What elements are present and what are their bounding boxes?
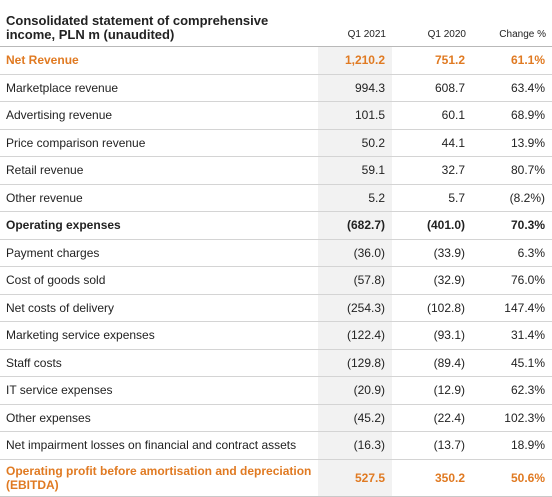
cell-q1-2021: 527.5 [318, 459, 392, 497]
cell-change: 6.3% [472, 239, 552, 267]
cell-change: 61.1% [472, 46, 552, 75]
row-label: Net Revenue [0, 46, 318, 75]
table-row: Marketplace revenue 994.3 608.7 63.4% [0, 74, 552, 102]
cell-q1-2020: (12.9) [392, 376, 472, 405]
cell-change: 62.3% [472, 376, 552, 405]
table-title: Consolidated statement of comprehensive … [0, 0, 318, 47]
row-label: Other expenses [0, 404, 318, 432]
table-row: Operating expenses (682.7) (401.0) 70.3% [0, 211, 552, 240]
row-label: Net costs of delivery [0, 294, 318, 322]
cell-q1-2020: 608.7 [392, 74, 472, 102]
cell-q1-2020: 751.2 [392, 46, 472, 75]
cell-change: 76.0% [472, 266, 552, 295]
cell-change: 70.3% [472, 211, 552, 240]
table-row: Net Revenue 1,210.2 751.2 61.1% [0, 46, 552, 75]
cell-q1-2021: (122.4) [318, 321, 392, 350]
row-label: Retail revenue [0, 156, 318, 185]
cell-change: 18.9% [472, 431, 552, 460]
cell-q1-2021: (20.9) [318, 376, 392, 405]
row-label: Net impairment losses on financial and c… [0, 431, 318, 460]
table-row: Operating profit before amortisation and… [0, 459, 552, 497]
cell-q1-2021: (254.3) [318, 294, 392, 322]
cell-change: 80.7% [472, 156, 552, 185]
table-row: Other expenses (45.2) (22.4) 102.3% [0, 404, 552, 432]
cell-q1-2021: 50.2 [318, 129, 392, 157]
table-row: Net costs of delivery (254.3) (102.8) 14… [0, 294, 552, 322]
cell-q1-2021: 5.2 [318, 184, 392, 212]
column-header-q1-2020: Q1 2020 [392, 0, 472, 47]
table-row: Staff costs (129.8) (89.4) 45.1% [0, 349, 552, 377]
row-label: Operating expenses [0, 211, 318, 240]
row-label: Staff costs [0, 349, 318, 377]
cell-q1-2021: 101.5 [318, 101, 392, 130]
row-label: Price comparison revenue [0, 129, 318, 157]
cell-change: 31.4% [472, 321, 552, 350]
table-row: Marketing service expenses (122.4) (93.1… [0, 321, 552, 350]
cell-q1-2020: (22.4) [392, 404, 472, 432]
cell-q1-2021: (36.0) [318, 239, 392, 267]
cell-change: 50.6% [472, 459, 552, 497]
table-row: Payment charges (36.0) (33.9) 6.3% [0, 239, 552, 267]
table-row: Other revenue 5.2 5.7 (8.2%) [0, 184, 552, 212]
cell-q1-2021: (16.3) [318, 431, 392, 460]
table-row: IT service expenses (20.9) (12.9) 62.3% [0, 376, 552, 405]
table-row: Net impairment losses on financial and c… [0, 431, 552, 460]
cell-q1-2021: 59.1 [318, 156, 392, 185]
row-label: Marketplace revenue [0, 74, 318, 102]
cell-q1-2020: (93.1) [392, 321, 472, 350]
cell-q1-2020: (401.0) [392, 211, 472, 240]
cell-change: 147.4% [472, 294, 552, 322]
row-label: Marketing service expenses [0, 321, 318, 350]
table-row: Price comparison revenue 50.2 44.1 13.9% [0, 129, 552, 157]
row-label: Cost of goods sold [0, 266, 318, 295]
cell-q1-2020: 32.7 [392, 156, 472, 185]
cell-change: 68.9% [472, 101, 552, 130]
cell-q1-2020: 350.2 [392, 459, 472, 497]
row-label: Advertising revenue [0, 101, 318, 130]
column-header-change: Change % [472, 0, 552, 47]
row-label: IT service expenses [0, 376, 318, 405]
cell-q1-2021: (45.2) [318, 404, 392, 432]
table-row: Advertising revenue 101.5 60.1 68.9% [0, 101, 552, 130]
cell-change: 63.4% [472, 74, 552, 102]
row-label: Other revenue [0, 184, 318, 212]
table-row: Retail revenue 59.1 32.7 80.7% [0, 156, 552, 185]
column-header-q1-2021: Q1 2021 [318, 0, 392, 47]
cell-q1-2021: 994.3 [318, 74, 392, 102]
cell-change: (8.2%) [472, 184, 552, 212]
cell-q1-2020: 60.1 [392, 101, 472, 130]
row-label: Payment charges [0, 239, 318, 267]
cell-q1-2020: (32.9) [392, 266, 472, 295]
cell-q1-2020: (13.7) [392, 431, 472, 460]
cell-q1-2021: (682.7) [318, 211, 392, 240]
row-label: Operating profit before amortisation and… [0, 459, 318, 497]
cell-q1-2021: 1,210.2 [318, 46, 392, 75]
table-header-row: Consolidated statement of comprehensive … [0, 0, 552, 47]
cell-q1-2021: (129.8) [318, 349, 392, 377]
cell-q1-2020: 5.7 [392, 184, 472, 212]
cell-q1-2021: (57.8) [318, 266, 392, 295]
cell-change: 102.3% [472, 404, 552, 432]
cell-change: 45.1% [472, 349, 552, 377]
cell-q1-2020: (89.4) [392, 349, 472, 377]
cell-q1-2020: (33.9) [392, 239, 472, 267]
cell-q1-2020: (102.8) [392, 294, 472, 322]
cell-q1-2020: 44.1 [392, 129, 472, 157]
table-row: Cost of goods sold (57.8) (32.9) 76.0% [0, 266, 552, 295]
cell-change: 13.9% [472, 129, 552, 157]
